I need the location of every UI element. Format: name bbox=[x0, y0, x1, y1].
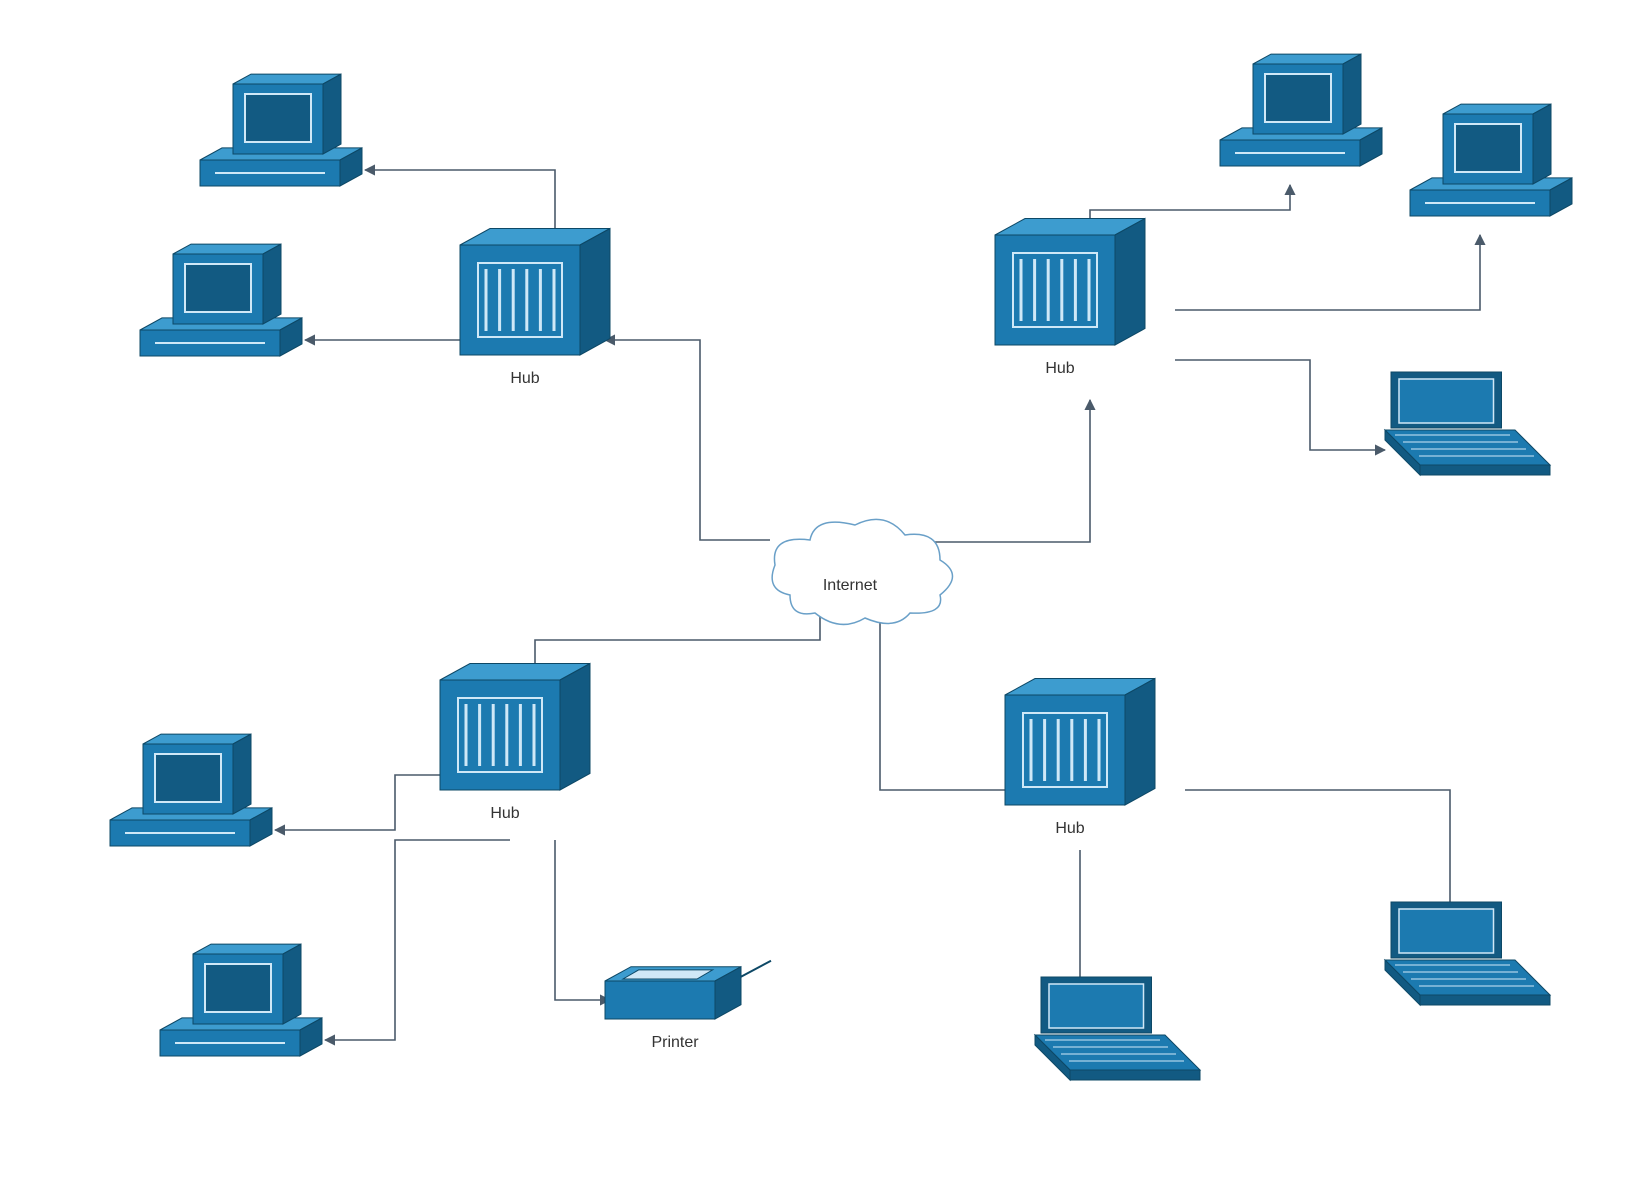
laptop-node bbox=[1385, 902, 1550, 1005]
hub-node: Hub bbox=[1005, 679, 1155, 838]
edge bbox=[1185, 790, 1450, 920]
edge bbox=[605, 340, 770, 540]
pc-node bbox=[160, 944, 322, 1056]
printer-label: Printer bbox=[651, 1034, 699, 1051]
hub-label: Hub bbox=[490, 805, 519, 822]
printer-node: Printer bbox=[605, 961, 771, 1051]
edge bbox=[555, 840, 610, 1000]
hub-label: Hub bbox=[1045, 360, 1074, 377]
internet-label: Internet bbox=[823, 577, 878, 594]
pc-node bbox=[110, 734, 272, 846]
hub-node: Hub bbox=[460, 229, 610, 388]
edge bbox=[325, 840, 510, 1040]
laptop-node bbox=[1035, 977, 1200, 1080]
hub-label: Hub bbox=[1055, 820, 1084, 837]
pc-node bbox=[200, 74, 362, 186]
internet-cloud: Internet bbox=[772, 519, 952, 624]
edge bbox=[1175, 235, 1480, 310]
hub-node: Hub bbox=[995, 219, 1145, 378]
edge bbox=[930, 400, 1090, 542]
laptop-node bbox=[1385, 372, 1550, 475]
pc-node bbox=[1220, 54, 1382, 166]
edge bbox=[1175, 360, 1385, 450]
pc-node bbox=[140, 244, 302, 356]
edge bbox=[275, 775, 455, 830]
pc-node bbox=[1410, 104, 1572, 216]
hub-label: Hub bbox=[510, 370, 539, 387]
hub-node: Hub bbox=[440, 664, 590, 823]
